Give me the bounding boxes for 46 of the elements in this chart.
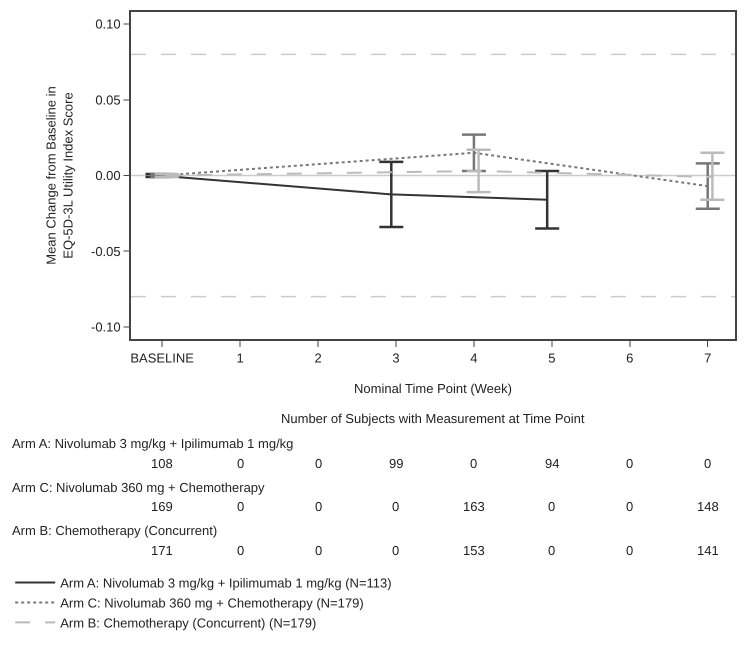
- legend-label: Arm A: Nivolumab 3 mg/kg + Ipilimumab 1 mg/kg (N=113): [60, 576, 392, 591]
- text: 171: [151, 543, 173, 558]
- text: 0: [548, 499, 556, 514]
- text: 169: [151, 499, 173, 514]
- y-tick-label: 0.00: [95, 168, 121, 184]
- x-tick-label: BASELINE: [130, 350, 194, 366]
- text: 0: [704, 456, 712, 471]
- text: Number of Subjects with Measurement at Time Point: [281, 411, 585, 426]
- text: 94: [545, 456, 560, 471]
- y-tick-label: 0.05: [95, 92, 121, 108]
- x-tick-label: 7: [704, 350, 712, 366]
- x-tick-label: 1: [236, 350, 244, 366]
- text: Arm C: Nivolumab 360 mg + Chemotherapy: [12, 480, 266, 495]
- x-axis-title: Nominal Time Point (Week): [354, 381, 512, 396]
- text: 0: [626, 543, 634, 558]
- text: 99: [389, 456, 404, 471]
- y-axis-title: Mean Change from Baseline in EQ-5D-3L Utility Index Score: [44, 86, 76, 265]
- text: 0: [315, 456, 322, 471]
- x-tick-label: 6: [626, 350, 634, 366]
- text: Arm B: Chemotherapy (Concurrent): [12, 523, 218, 538]
- text: 0: [626, 499, 634, 514]
- y-tick-label: -0.05: [91, 244, 121, 259]
- text: 0: [237, 499, 244, 514]
- text: 108: [151, 456, 173, 471]
- x-tick-label: 4: [470, 350, 478, 366]
- legend-label: Arm C: Nivolumab 360 mg + Chemotherapy (N=179): [60, 596, 364, 611]
- legend-label: Arm B: Chemotherapy (Concurrent) (N=179): [60, 615, 316, 630]
- y-tick-label: 0.10: [95, 16, 121, 32]
- x-tick-label: 3: [392, 350, 400, 366]
- text: 0: [315, 543, 322, 558]
- text: Arm A: Nivolumab 3 mg/kg + Ipilimumab 1 mg/kg: [12, 436, 294, 451]
- text: 0: [470, 456, 478, 471]
- text: 0: [315, 499, 322, 514]
- text: 0: [392, 543, 400, 558]
- text: 0: [237, 456, 244, 471]
- text: 0: [392, 499, 400, 514]
- text: 141: [697, 543, 719, 558]
- text: 148: [697, 499, 719, 514]
- text: 153: [463, 543, 485, 558]
- x-tick-label: 5: [548, 350, 556, 366]
- text: 0: [548, 543, 556, 558]
- x-tick-label: 2: [314, 350, 322, 366]
- y-tick-label: -0.10: [91, 319, 121, 334]
- text: 0: [626, 456, 634, 471]
- text: 163: [463, 499, 485, 514]
- text: 0: [237, 543, 244, 558]
